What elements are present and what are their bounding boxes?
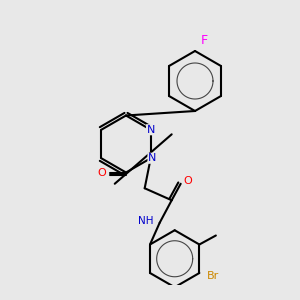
Text: NH: NH (138, 216, 154, 226)
Text: O: O (98, 167, 106, 178)
Text: O: O (184, 176, 193, 186)
Text: N: N (146, 125, 155, 135)
Text: F: F (200, 34, 208, 47)
Text: Br: Br (207, 271, 219, 281)
Text: N: N (148, 153, 156, 163)
